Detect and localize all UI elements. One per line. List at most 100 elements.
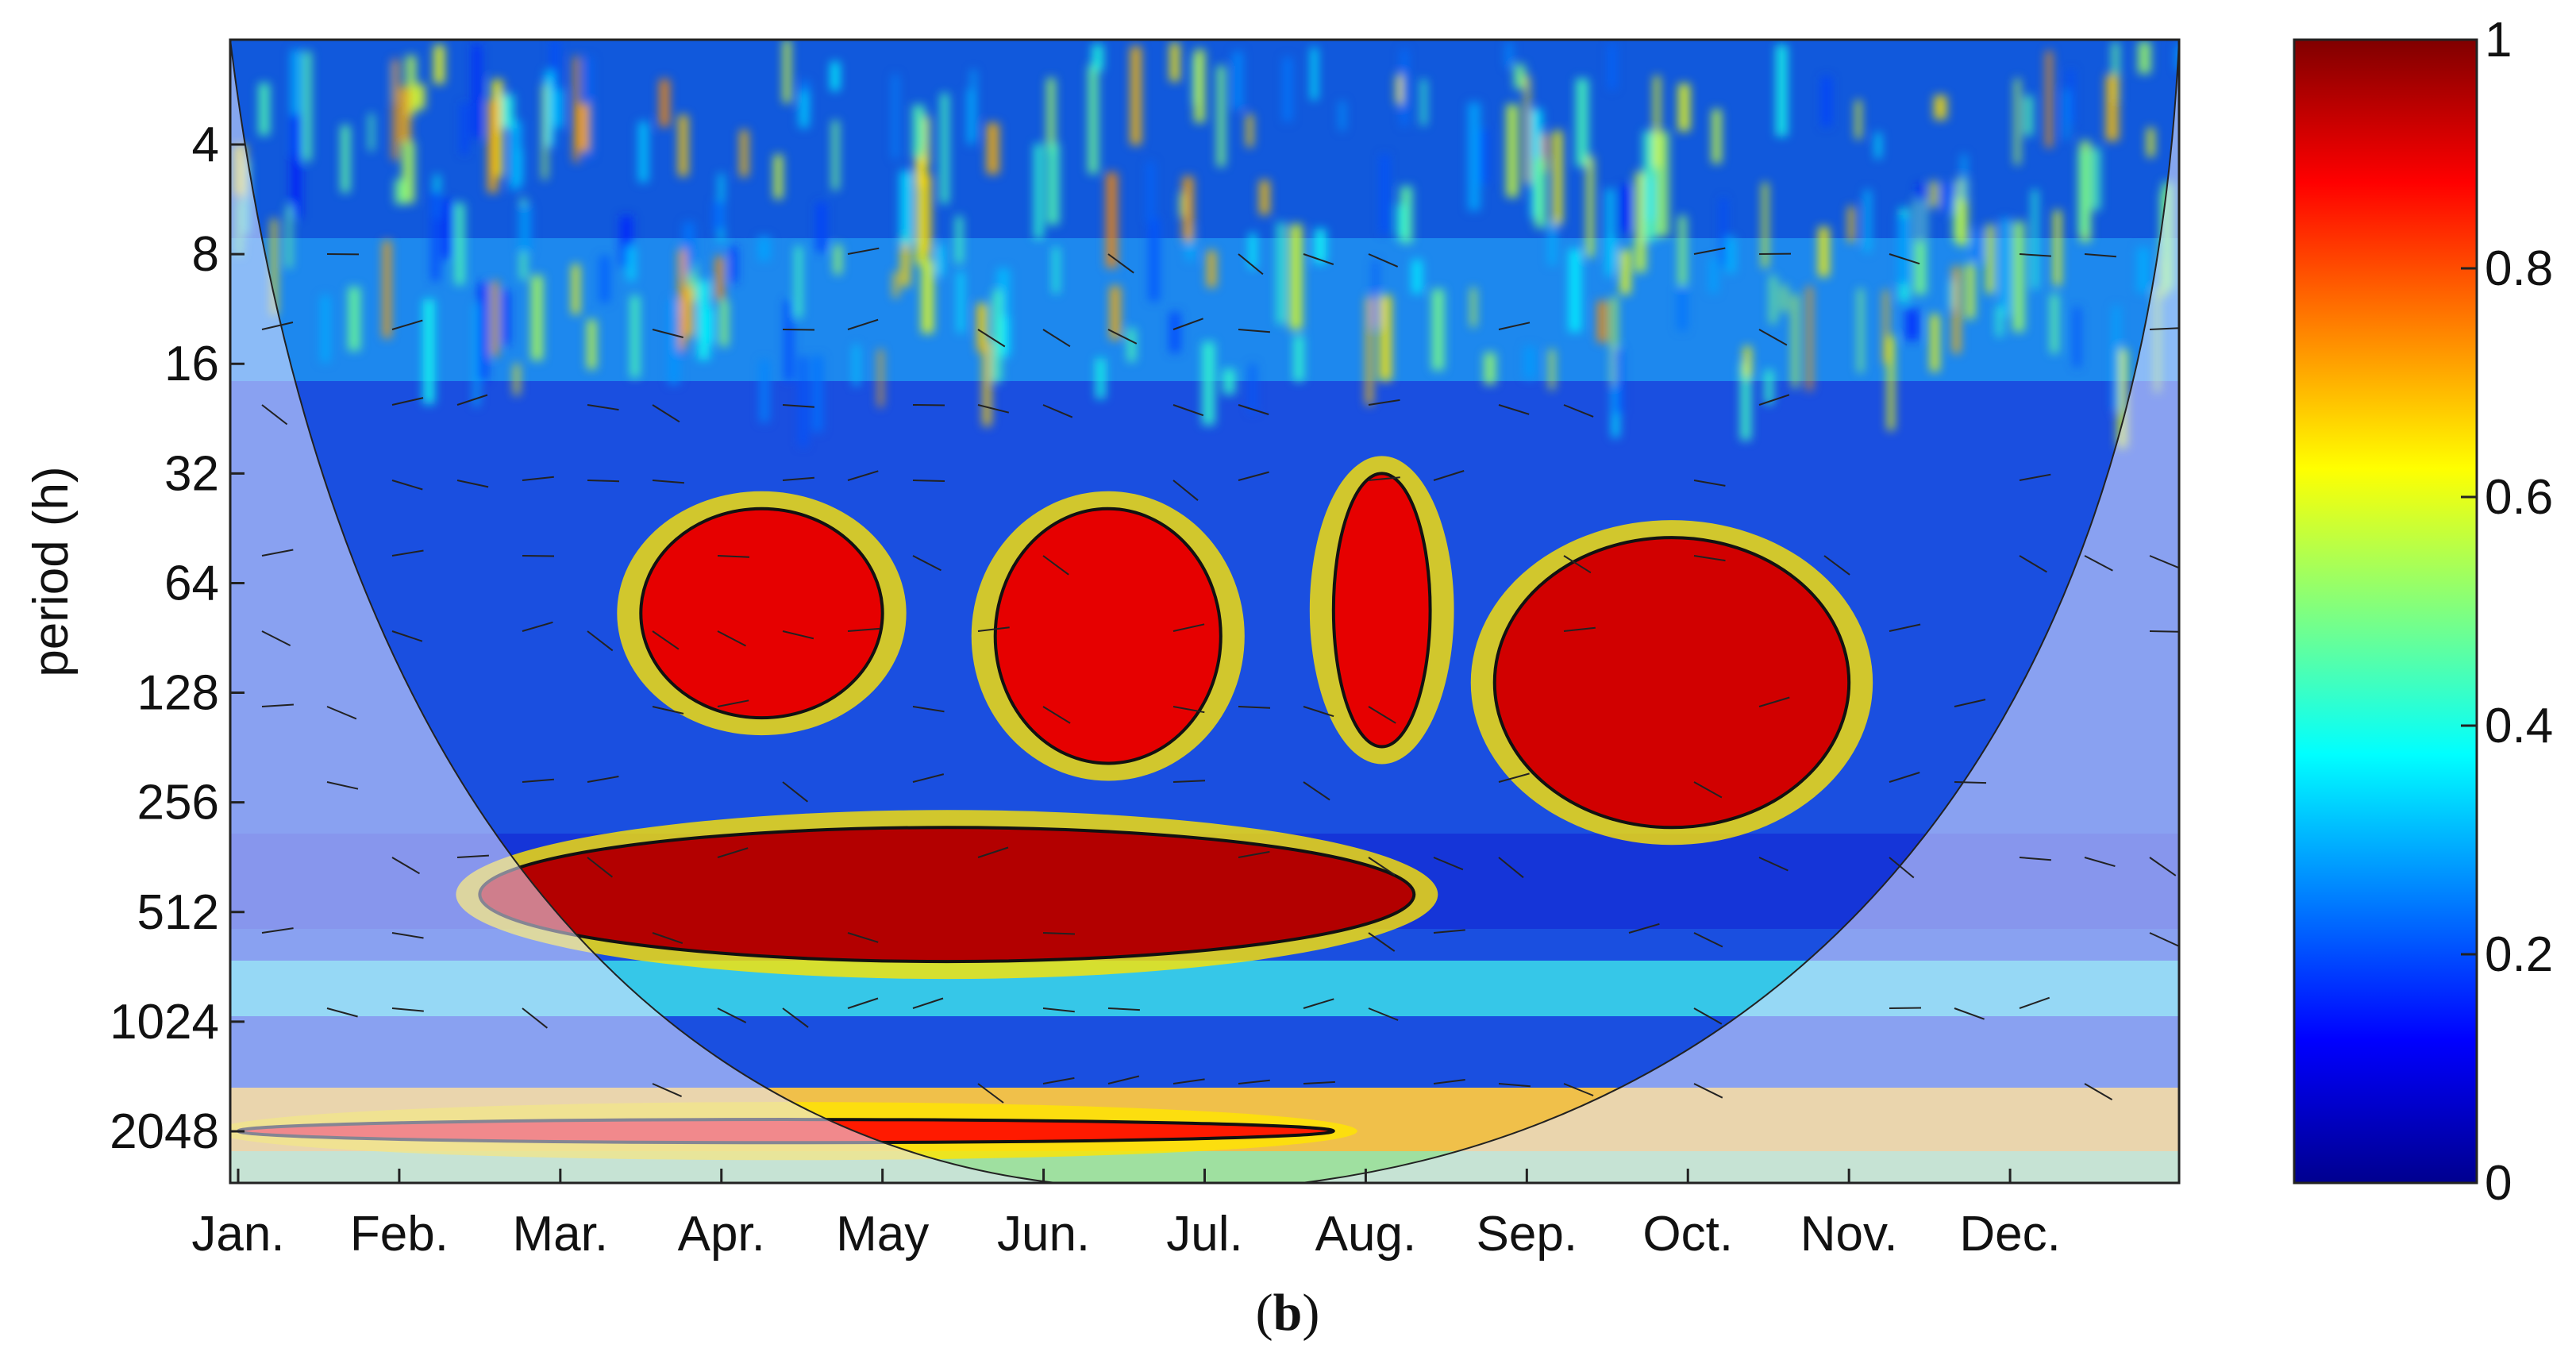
- coherence-streak: [1046, 78, 1056, 152]
- phase-arrow: [1172, 706, 1205, 714]
- phase-arrow: [587, 480, 620, 483]
- coherence-streak: [1858, 288, 1863, 373]
- coherence-streak: [986, 122, 999, 175]
- coherence-streak: [992, 290, 1002, 383]
- phase-arrow: [652, 932, 683, 945]
- coherence-streak: [730, 246, 737, 283]
- significant-regions: [230, 456, 1873, 1161]
- coherence-streak: [1740, 362, 1751, 441]
- colorbar: 0 0.2 0.4 0.6 0.8 1: [2293, 13, 2553, 1211]
- caption-close: ): [1302, 1284, 1319, 1342]
- coherence-streak: [1524, 346, 1536, 379]
- caption-open: (: [1256, 1284, 1273, 1342]
- phase-arrow: [1954, 699, 1986, 707]
- colorbar-tick-label: 1: [2485, 13, 2512, 67]
- coherence-streak: [1539, 133, 1548, 172]
- coherence-streak: [638, 121, 649, 183]
- significant-region: [1492, 536, 1851, 830]
- phase-arrow: [1368, 253, 1399, 268]
- coherence-streak: [1678, 83, 1690, 132]
- coherence-streak: [1276, 222, 1285, 325]
- coherence-streak: [1781, 285, 1787, 312]
- y-tick-label: 2048: [110, 1104, 219, 1159]
- phase-arrow: [2084, 857, 2116, 868]
- coherence-streak: [1875, 133, 1881, 159]
- coherence-streak: [705, 308, 714, 344]
- coherence-streak: [472, 44, 481, 138]
- coherence-streak: [893, 272, 899, 298]
- coherence-streak: [853, 345, 860, 386]
- phase-arrow: [2084, 253, 2116, 258]
- phase-arrow: [1172, 480, 1199, 501]
- phase-arrow: [2019, 253, 2051, 257]
- phase-arrow: [326, 1007, 358, 1018]
- phase-arrow: [261, 404, 288, 426]
- y-tick-label: 512: [137, 885, 219, 940]
- coherence-streak: [2015, 79, 2020, 165]
- coherence-streak: [1887, 336, 1895, 430]
- phase-arrow: [391, 549, 424, 557]
- coherence-streak: [941, 93, 949, 204]
- coherence-streak: [1289, 224, 1303, 330]
- coherence-streak: [2147, 128, 2154, 157]
- colorbar-tick-label: 0: [2485, 1156, 2512, 1211]
- phase-arrow: [912, 555, 941, 572]
- phase-arrow: [1954, 781, 1987, 784]
- coherence-streak: [502, 290, 510, 345]
- phase-arrow: [1693, 1083, 1723, 1099]
- phase-arrow: [391, 480, 423, 491]
- coherence-streak: [1619, 185, 1631, 233]
- phase-arrow: [782, 630, 814, 640]
- phase-arrow: [1498, 857, 1524, 879]
- coherence-streak: [1106, 172, 1118, 268]
- coherence-streak: [542, 84, 548, 179]
- coherence-streak: [2068, 69, 2074, 125]
- coherence-streak: [551, 40, 560, 118]
- phase-arrow: [782, 781, 809, 803]
- phase-arrow: [977, 846, 1009, 858]
- phase-arrow: [652, 630, 680, 650]
- coherence-streak: [1396, 204, 1406, 239]
- phase-arrow: [1693, 781, 1723, 799]
- phase-arrow: [1172, 780, 1206, 783]
- phase-arrow: [1693, 932, 1723, 948]
- coherence-streak: [799, 356, 807, 447]
- phase-arrow: [391, 857, 421, 875]
- coherence-heatmap: [230, 40, 2179, 1183]
- coherence-streak: [915, 155, 926, 265]
- phase-arrow: [1172, 404, 1204, 417]
- coherence-streak: [545, 71, 554, 147]
- phase-arrow: [2084, 1083, 2113, 1100]
- coherence-streak: [1365, 296, 1373, 406]
- phase-arrow: [587, 404, 619, 411]
- coherence-streak: [1930, 314, 1939, 372]
- phase-arrow: [977, 329, 1006, 348]
- coherence-streak: [2046, 51, 2053, 148]
- phase-arrow: [587, 857, 614, 878]
- coherence-streak: [1818, 226, 1830, 277]
- coherence-streak: [1934, 95, 1947, 120]
- y-axis-title: period (h): [24, 466, 79, 676]
- coherence-streak: [258, 83, 270, 136]
- phase-arrow: [1042, 932, 1076, 935]
- coherence-streak: [2112, 306, 2120, 411]
- coherence-streak: [1905, 308, 1919, 341]
- colorbar-tick-label: 0.2: [2485, 927, 2553, 982]
- coherence-streak: [1411, 260, 1423, 294]
- coherence-streak: [348, 287, 360, 351]
- coherence-streak: [740, 129, 749, 177]
- coherence-streak: [878, 349, 884, 407]
- phase-arrow: [977, 404, 1010, 414]
- phase-arrow: [1889, 857, 1915, 879]
- coherence-streak: [433, 44, 445, 84]
- coherence-streak: [1635, 171, 1646, 272]
- colorbar-ticks: 0 0.2 0.4 0.6 0.8 1: [2461, 13, 2553, 1211]
- colorbar-gradient: [2293, 38, 2478, 1185]
- colorbar-tick-label: 0.4: [2485, 699, 2553, 753]
- phase-arrow: [1238, 471, 1269, 481]
- coherence-streak: [1720, 198, 1727, 267]
- coherence-streak: [758, 237, 771, 261]
- coherence-streak: [2074, 307, 2081, 368]
- coherence-streak: [1396, 75, 1403, 105]
